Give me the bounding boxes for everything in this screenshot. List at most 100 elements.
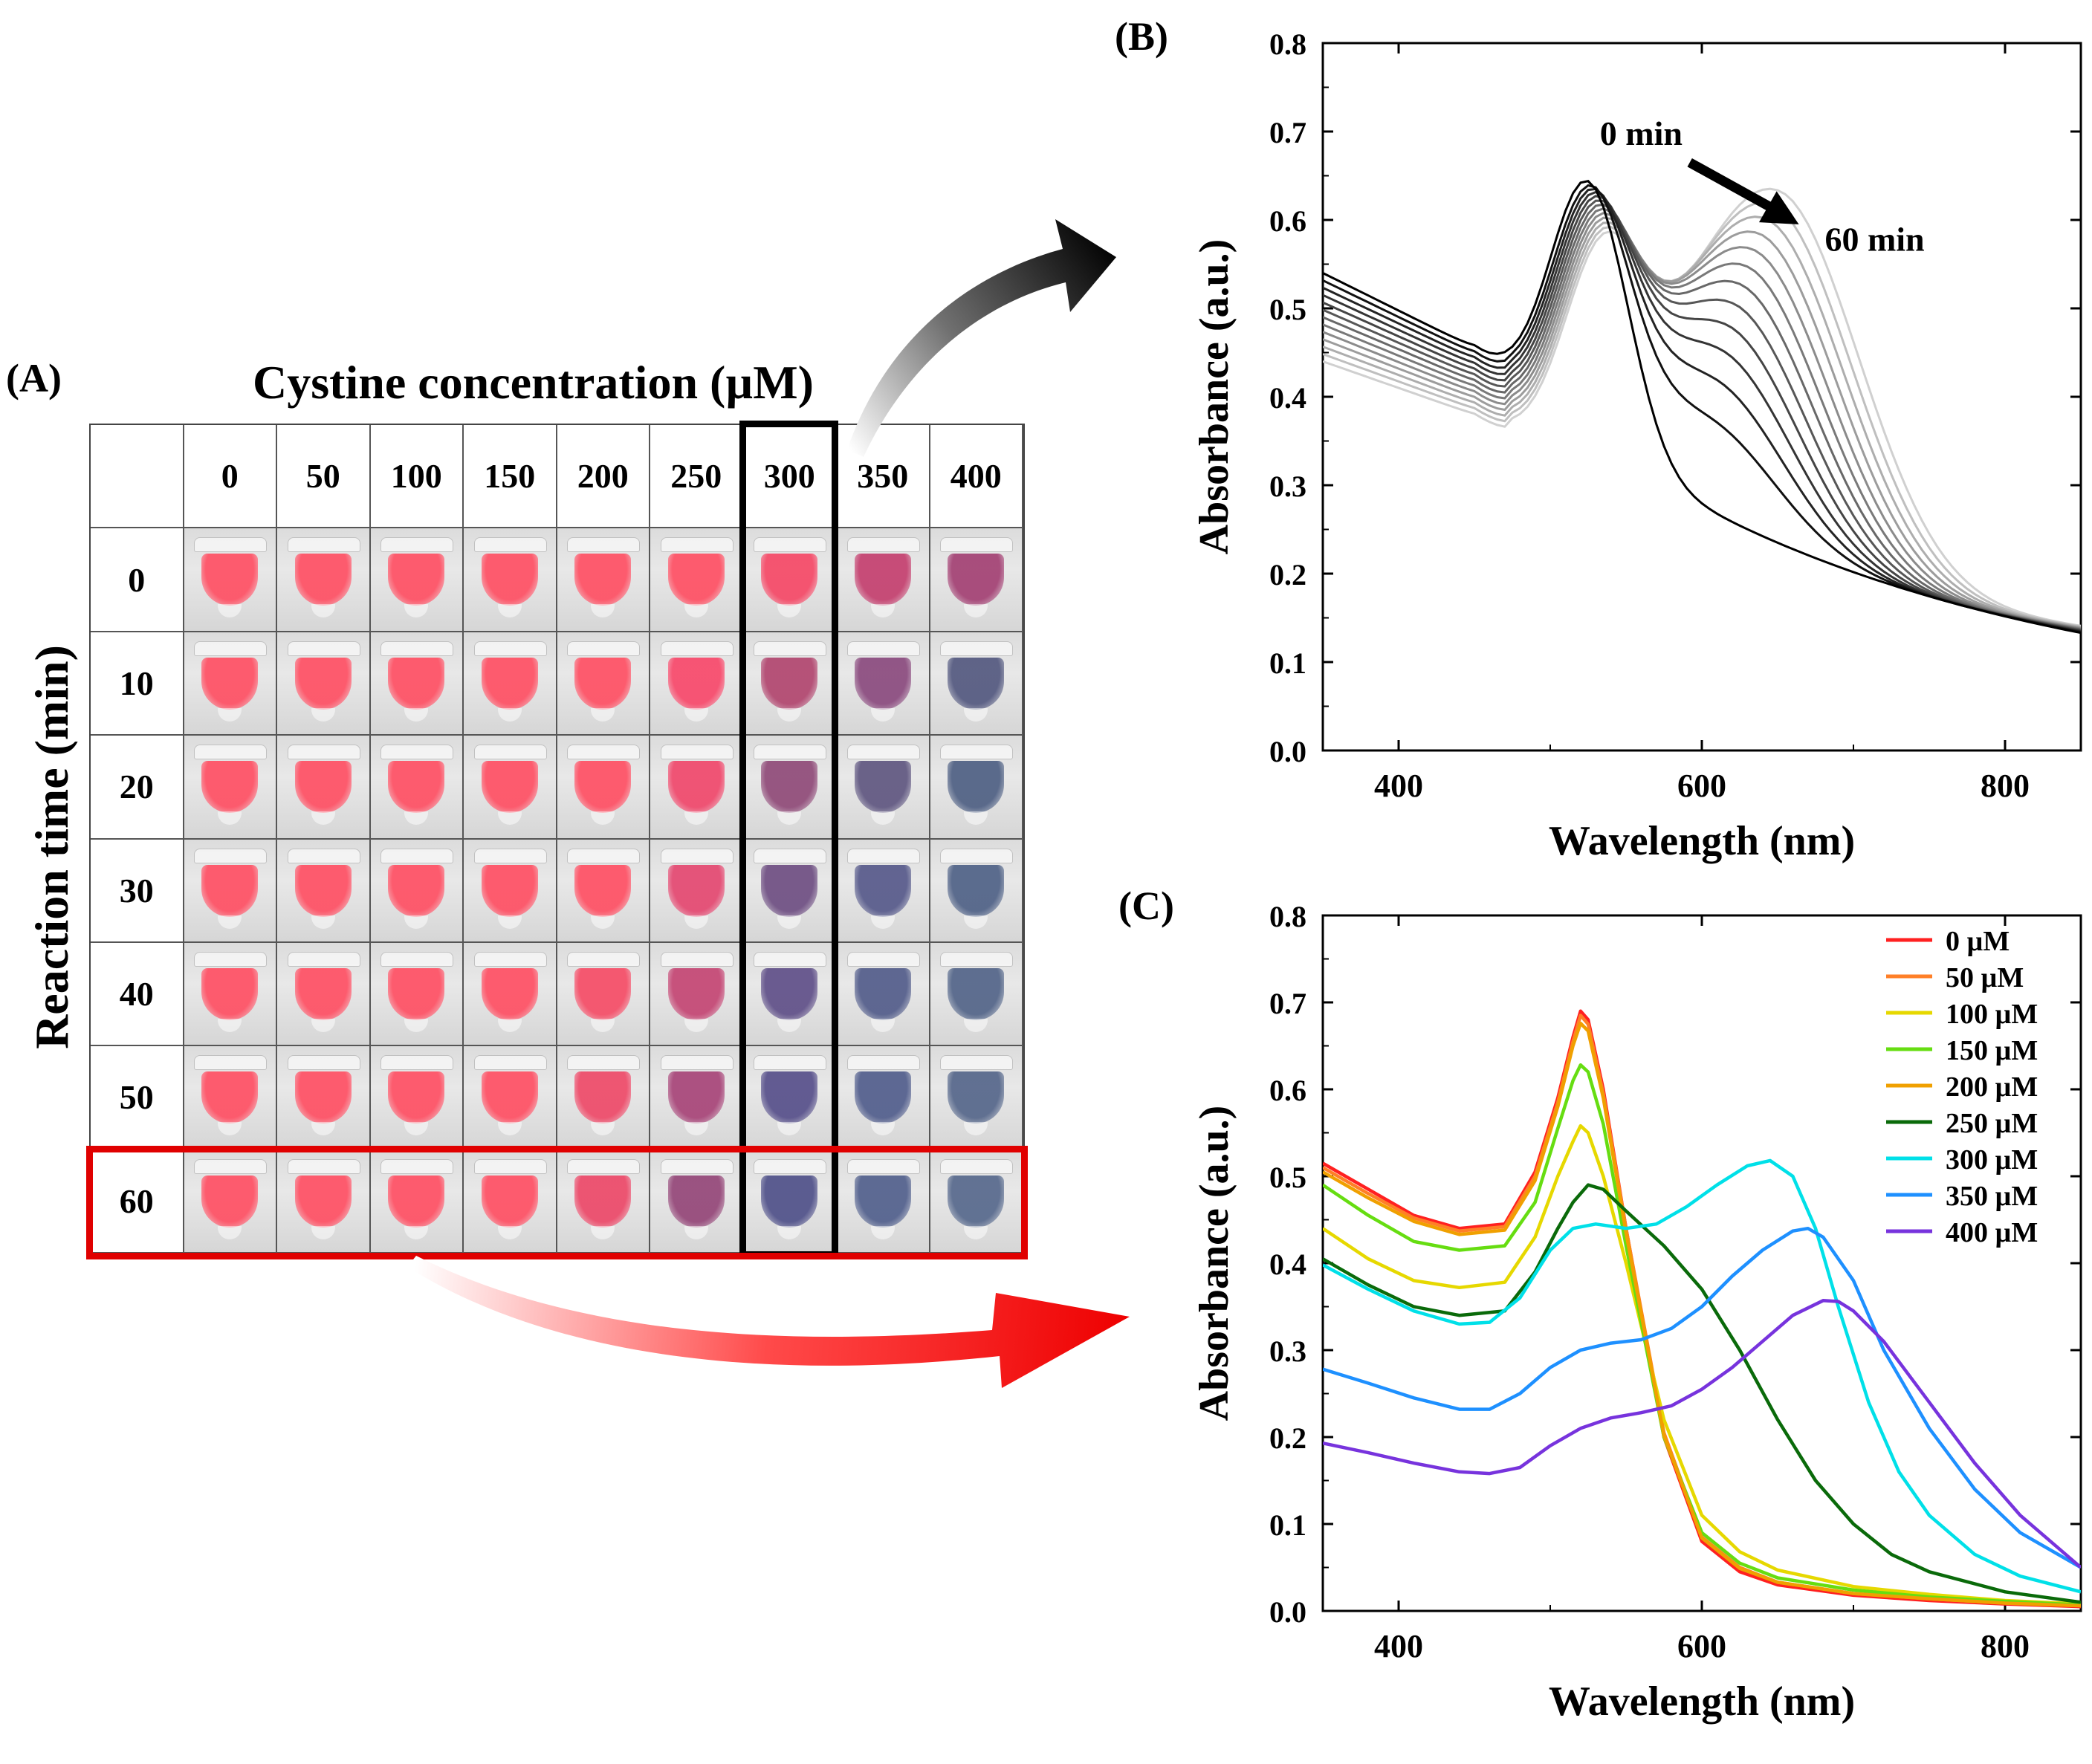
tube-cap <box>194 1158 268 1174</box>
tube-liquid <box>574 864 632 917</box>
time-arrow-head <box>1758 191 1799 224</box>
tube-tip <box>964 604 988 618</box>
tube-cap <box>567 1055 641 1071</box>
x-tick-label: 800 <box>1981 1628 2030 1664</box>
tube-liquid <box>761 1071 818 1124</box>
tube <box>473 951 547 1034</box>
tube-cap <box>660 951 734 967</box>
tube-tip <box>591 1018 615 1032</box>
tube-cell <box>370 942 464 1047</box>
tube-cap <box>940 745 1014 760</box>
tube-cap <box>380 1055 454 1071</box>
tube-liquid <box>481 554 538 606</box>
tube-cell <box>557 736 650 840</box>
time-header: 0 <box>91 528 184 632</box>
tube-cap <box>754 848 827 863</box>
concentration-header: 150 <box>464 425 557 529</box>
tube-liquid <box>294 1175 352 1228</box>
tube-cap <box>473 848 547 863</box>
tube-cap <box>846 537 920 553</box>
tube <box>473 1055 547 1137</box>
tube-liquid <box>201 967 259 1020</box>
spectrum-line <box>1323 216 2081 629</box>
tube-liquid <box>388 967 445 1020</box>
x-axis-label: Wavelength (nm) <box>1549 818 1855 864</box>
tube <box>473 1158 547 1241</box>
tube-tip <box>404 1225 429 1239</box>
y-tick-label: 0.1 <box>1269 646 1306 680</box>
tube-cap <box>473 745 547 760</box>
y-axis-label: Absorbance (a.u.) <box>1191 1106 1237 1421</box>
tube-liquid <box>201 1071 259 1124</box>
tube-tip <box>311 1122 335 1136</box>
tube-cap <box>287 1158 360 1174</box>
time-header: 20 <box>91 736 184 840</box>
tube-tip <box>311 915 335 929</box>
tube-tip <box>404 915 429 929</box>
time-header: 30 <box>91 839 184 943</box>
spectrum-line <box>1323 1063 2081 1607</box>
tube <box>194 641 268 723</box>
tube-cell <box>464 528 557 632</box>
tube-cell <box>837 839 930 943</box>
tube-cap <box>660 641 734 656</box>
tube-liquid <box>388 864 445 917</box>
tube-cell <box>837 1149 930 1254</box>
tube-cell <box>464 942 557 1047</box>
tube-cap <box>940 1055 1014 1071</box>
tube <box>380 848 454 930</box>
tube-liquid <box>948 554 1005 606</box>
tube-cap <box>846 641 920 656</box>
tube-cell <box>743 528 837 632</box>
tube-tip <box>591 604 615 618</box>
tube-cell <box>557 839 650 943</box>
tube-cap <box>846 848 920 863</box>
tube-cell <box>277 528 371 632</box>
tube-tip <box>684 707 708 722</box>
tube-cap <box>287 951 360 967</box>
tube-tip <box>404 811 429 826</box>
tube-cell <box>277 1149 371 1254</box>
tube-cell <box>557 1046 650 1150</box>
y-tick-label: 0.8 <box>1269 27 1306 61</box>
tube-cell <box>650 632 744 736</box>
y-tick-label: 0.1 <box>1269 1508 1306 1542</box>
spectrum-line <box>1323 207 2081 630</box>
tube-liquid <box>388 761 445 814</box>
tube-cell <box>837 1046 930 1150</box>
x-tick-label: 400 <box>1374 768 1423 804</box>
tube-cap <box>473 951 547 967</box>
tube <box>754 1158 827 1241</box>
tube-liquid <box>574 554 632 606</box>
tube <box>287 745 360 826</box>
tube <box>754 641 827 723</box>
tube <box>567 537 641 619</box>
tube <box>754 951 827 1034</box>
tube-liquid <box>761 761 818 814</box>
tube-grid: 0 50 100 150 200 250 300 350 400 0 10 20 30 40 50 60 <box>86 421 1028 1259</box>
spectrum-line <box>1323 212 2081 630</box>
tube-cell <box>930 528 1023 632</box>
tube-cap <box>194 1055 268 1071</box>
tube <box>287 1055 360 1137</box>
tube-tip <box>218 1122 242 1136</box>
tube-cell <box>277 1046 371 1150</box>
tube-tip <box>218 915 242 929</box>
tube-tip <box>311 707 335 722</box>
tube-cap <box>660 745 734 760</box>
tube-cell <box>464 1046 557 1150</box>
tube-tip <box>777 1122 802 1136</box>
tube <box>660 641 734 723</box>
tube-cap <box>287 537 360 553</box>
tube-tip <box>870 1225 895 1239</box>
y-tick-label: 0.7 <box>1269 987 1306 1020</box>
tube-cell <box>837 736 930 840</box>
tube-tip <box>870 1018 895 1032</box>
tube-cap <box>567 641 641 656</box>
tube-tip <box>591 915 615 929</box>
tube-cell <box>837 942 930 1047</box>
tube-cap <box>287 1055 360 1071</box>
tube-cell <box>184 528 277 632</box>
tube-liquid <box>574 1175 632 1228</box>
tube <box>194 848 268 930</box>
